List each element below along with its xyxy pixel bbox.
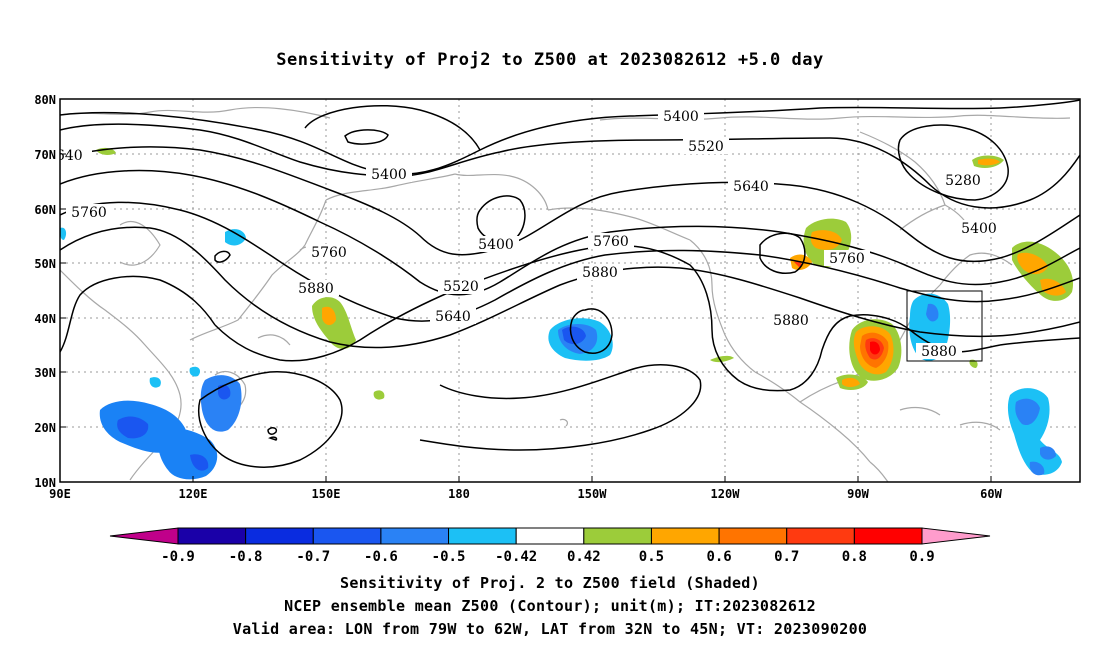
colorbar-box	[448, 527, 517, 545]
colorbar-label: -0.6	[364, 549, 398, 565]
svg-text:5400: 5400	[478, 237, 514, 253]
colorbar-label: 0.5	[639, 549, 664, 565]
colorbar-box	[245, 527, 314, 545]
contour-label: 5400	[366, 166, 412, 183]
lon-label: 150W	[578, 487, 608, 501]
contour-labels: 5400 5520 5640 5280 5400 5640 5760 5400 …	[47, 108, 1002, 360]
contour-label: 5760	[824, 250, 870, 267]
colorbar-label: 0.42	[567, 549, 601, 565]
contour-label: 5880	[293, 280, 339, 297]
caption-contour: NCEP ensemble mean Z500 (Contour); unit(…	[284, 597, 816, 615]
colorbar-label: 0.6	[706, 549, 731, 565]
lon-label: 180	[448, 487, 470, 501]
svg-text:5760: 5760	[311, 245, 347, 261]
contour-label: 5880	[577, 264, 623, 281]
colorbar-box	[718, 527, 788, 545]
contour-label: 5880	[916, 343, 962, 360]
contour-label: 5520	[683, 138, 729, 155]
latitude-labels: 80N 70N 60N 50N 40N 30N 20N 10N	[34, 93, 56, 490]
gridlines	[60, 99, 1080, 482]
colorbar-box	[650, 527, 720, 545]
svg-text:5640: 5640	[47, 148, 83, 164]
sensitivity-shading	[60, 147, 1074, 480]
contour-label: 5760	[66, 204, 112, 221]
colorbar-label: -0.42	[495, 549, 537, 565]
colorbar-box	[312, 527, 382, 545]
lon-label: 120E	[179, 487, 208, 501]
contour-label: 5640	[430, 308, 476, 325]
map-title: Sensitivity of Proj2 to Z500 at 20230826…	[276, 50, 824, 70]
colorbar-box	[853, 527, 923, 545]
colorbar-box	[786, 527, 855, 545]
lat-label: 40N	[34, 312, 56, 326]
svg-text:5400: 5400	[663, 109, 699, 125]
svg-text:5640: 5640	[435, 309, 471, 325]
svg-text:5760: 5760	[71, 205, 107, 221]
lon-label: 90E	[49, 487, 71, 501]
svg-text:5400: 5400	[371, 167, 407, 183]
contour-label: 5400	[473, 236, 519, 253]
svg-text:5880: 5880	[773, 313, 809, 329]
contour-label: 5520	[438, 278, 484, 295]
colorbar: -0.9 -0.8 -0.7 -0.6 -0.5 -0.42 0.42 0.5 0.6 0.7 0.…	[109, 527, 991, 565]
svg-text:5880: 5880	[582, 265, 618, 281]
caption-valid-area: Valid area: LON from 79W to 62W, LAT fro…	[232, 620, 868, 638]
colorbar-label: 0.8	[842, 549, 867, 565]
colorbar-box	[177, 527, 247, 545]
svg-text:5640: 5640	[733, 179, 769, 195]
colorbar-low-extend	[109, 527, 179, 545]
lat-label: 70N	[34, 148, 56, 162]
contour-label: 5880	[768, 312, 814, 329]
contour-label: 5280	[940, 172, 986, 189]
lat-label: 30N	[34, 366, 56, 380]
lat-label: 50N	[34, 257, 56, 271]
lon-label: 150E	[312, 487, 341, 501]
svg-text:5280: 5280	[945, 173, 981, 189]
contour-label: 5400	[956, 220, 1002, 237]
longitude-labels: 90E 120E 150E 180 150W 120W 90W 60W	[49, 487, 1002, 501]
contour-label: 5640	[47, 147, 92, 164]
colorbar-label: -0.5	[432, 549, 466, 565]
svg-text:5760: 5760	[829, 251, 865, 267]
lon-label: 60W	[980, 487, 1002, 501]
lat-label: 60N	[34, 203, 56, 217]
colorbar-label: -0.8	[229, 549, 263, 565]
colorbar-label: 0.7	[774, 549, 799, 565]
lon-label: 90W	[847, 487, 869, 501]
contour-label: 5400	[658, 108, 704, 125]
colorbar-box	[583, 527, 652, 545]
valid-area-box	[906, 290, 983, 362]
lat-label: 20N	[34, 421, 56, 435]
contour-label: 5760	[306, 244, 352, 261]
lat-label: 80N	[34, 93, 56, 107]
svg-text:5520: 5520	[443, 279, 479, 295]
lat-label: 10N	[34, 476, 56, 490]
svg-text:5520: 5520	[688, 139, 724, 155]
colorbar-box	[515, 527, 585, 545]
z500-contours	[60, 99, 1080, 468]
lon-label: 120W	[711, 487, 741, 501]
colorbar-label: -0.9	[161, 549, 195, 565]
colorbar-label: 0.9	[909, 549, 934, 565]
colorbar-box	[380, 527, 450, 545]
tick-marks	[59, 98, 992, 483]
contour-label: 5760	[588, 233, 634, 250]
svg-text:5880: 5880	[921, 344, 957, 360]
svg-text:5880: 5880	[298, 281, 334, 297]
contour-label: 5640	[728, 178, 774, 195]
colorbar-high-extend	[921, 527, 991, 545]
coastlines	[60, 106, 1071, 482]
caption-shaded: Sensitivity of Proj. 2 to Z500 field (Sh…	[340, 574, 760, 592]
svg-text:5760: 5760	[593, 234, 629, 250]
colorbar-label: -0.7	[296, 549, 330, 565]
svg-text:5400: 5400	[961, 221, 997, 237]
map-frame	[59, 98, 1081, 483]
